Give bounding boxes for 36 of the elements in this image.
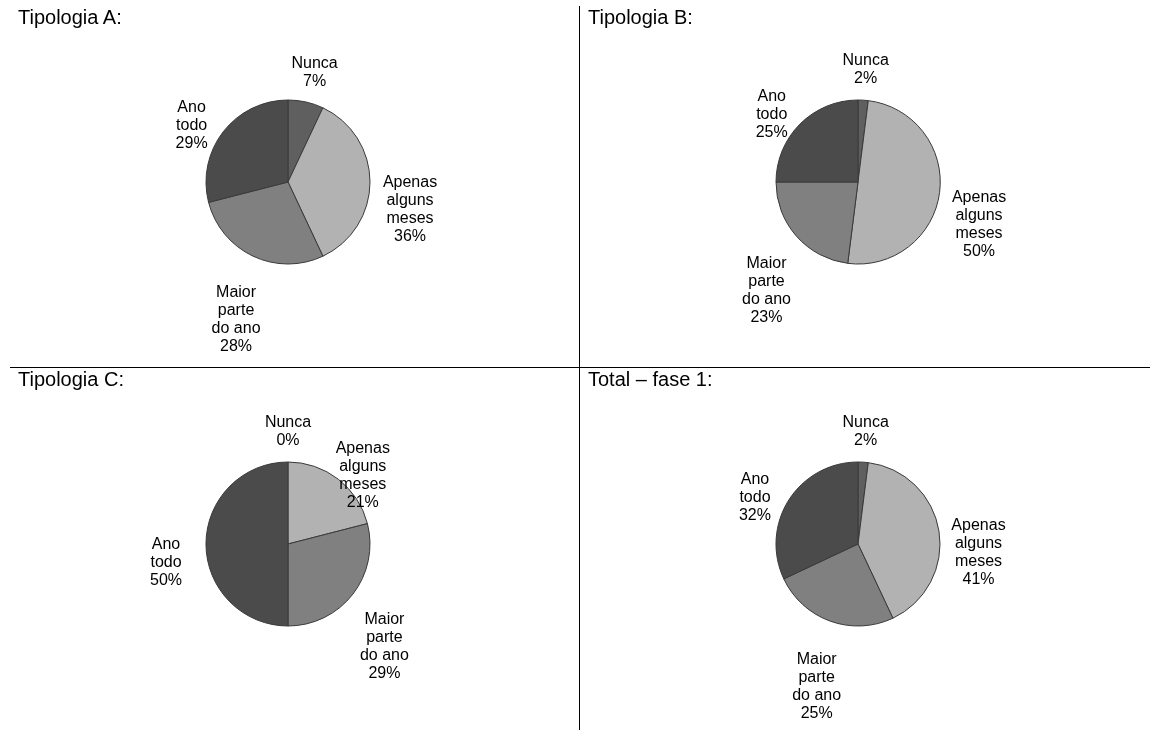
- slice-label: Maior parte do ano: [742, 253, 792, 307]
- text: 0%: [276, 431, 300, 448]
- chart-title: Tipologia C:: [18, 368, 124, 390]
- data-label: 25%: [755, 122, 788, 140]
- data-label: 21%: [346, 492, 379, 510]
- chart-title: Tipologia B:: [588, 6, 693, 28]
- slice-label: Nunca: [842, 51, 889, 69]
- data-label: 2%: [854, 431, 878, 449]
- slice-label: Ano todo: [756, 86, 788, 122]
- data-label: 28%: [220, 337, 253, 355]
- data-label: 23%: [750, 307, 783, 325]
- slice-label: Ano todo: [739, 469, 771, 505]
- data-label: 50%: [963, 242, 996, 260]
- category-label: Nunca: [264, 413, 312, 430]
- data-label: 50%: [149, 571, 183, 588]
- slice-label: Ano todo: [176, 98, 208, 134]
- data-label: 25%: [800, 703, 833, 721]
- data-label: 32%: [738, 505, 772, 523]
- slice-label: Nunca: [291, 53, 338, 71]
- data-label: 36%: [393, 227, 427, 244]
- slice-label: Maior parte do ano: [359, 609, 409, 663]
- slice-label: Apenas alguns meses: [382, 173, 438, 226]
- data-label: 29%: [175, 134, 208, 152]
- data-label: 41%: [962, 569, 995, 587]
- data-label: 7%: [303, 71, 327, 89]
- slice-label: Apenas alguns meses: [951, 515, 1006, 569]
- chart-title: Total – fase 1:: [588, 368, 713, 390]
- slice-label: Ano todo: [150, 535, 182, 570]
- slice-label: Apenas alguns meses: [335, 438, 390, 492]
- data-label: 29%: [368, 663, 401, 681]
- slice-label: Nunca: [842, 413, 889, 431]
- slice-label: Maior parte do ano: [792, 649, 842, 703]
- slice-label: Maior parte do ano: [211, 283, 261, 337]
- slice-label: Apenas alguns meses: [951, 188, 1007, 242]
- data-label: 2%: [854, 69, 878, 87]
- chart-title: Tipologia A:: [18, 6, 122, 28]
